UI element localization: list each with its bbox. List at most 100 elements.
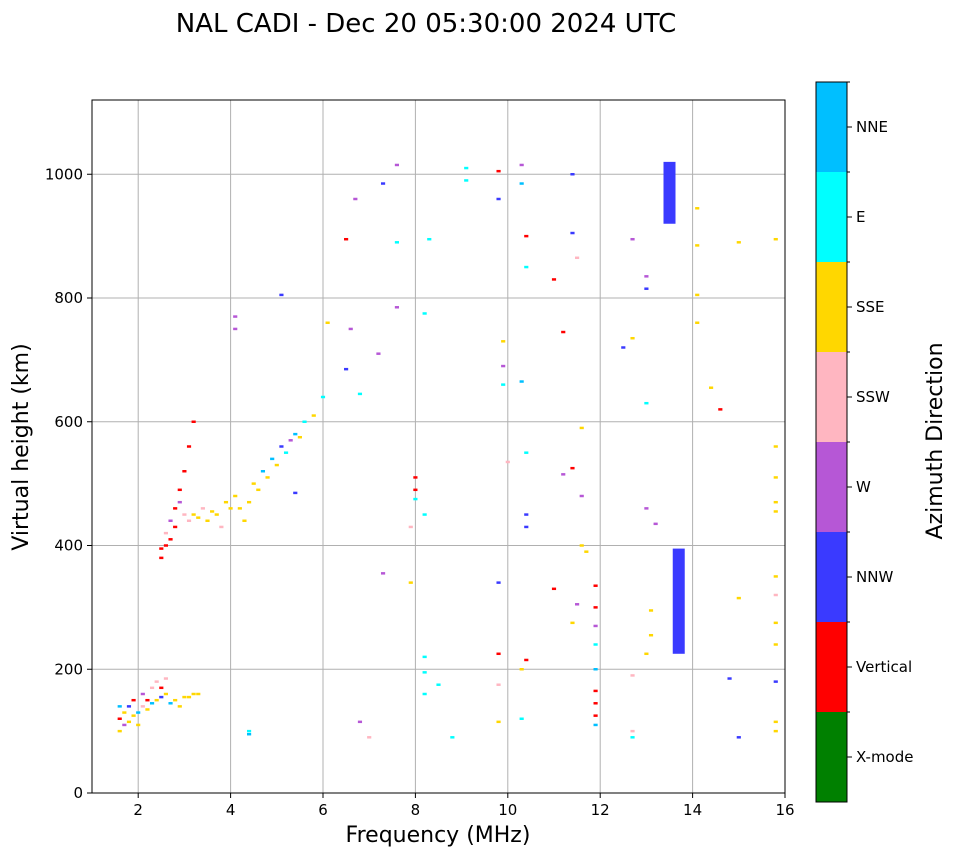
- marks-layer: [117, 161, 778, 739]
- echo-point-mark: [376, 352, 381, 355]
- echo-point-mark: [579, 494, 584, 498]
- echo-point-mark: [186, 445, 192, 448]
- echo-point-mark: [773, 720, 778, 724]
- echo-point-mark: [186, 695, 192, 699]
- echo-point-mark: [237, 507, 242, 510]
- echo-point-mark: [182, 470, 187, 473]
- colorbar-label: X-mode: [856, 748, 913, 766]
- echo-point-mark: [177, 488, 182, 492]
- echo-point-mark: [168, 538, 173, 541]
- echo-point-mark: [173, 507, 178, 510]
- plot-area: [91, 99, 786, 794]
- echo-point-mark: [695, 321, 700, 324]
- echo-point-mark: [496, 169, 501, 173]
- echo-point-mark: [274, 463, 279, 467]
- echo-point-mark: [117, 705, 122, 708]
- echo-point-mark: [736, 736, 741, 739]
- echo-point-mark: [736, 241, 741, 244]
- echo-point-mark: [575, 603, 580, 606]
- colorbar-label: W: [856, 478, 871, 496]
- echo-point-mark: [247, 732, 252, 736]
- echo-point-mark: [394, 163, 399, 167]
- echo-point-mark: [519, 182, 524, 185]
- x-tick-label: 16: [775, 801, 794, 819]
- echo-point-mark: [621, 346, 626, 349]
- echo-point-mark: [196, 516, 201, 519]
- echo-point-mark: [570, 173, 575, 176]
- x-tick-label: 14: [683, 801, 702, 819]
- echo-point-mark: [353, 197, 358, 201]
- echo-point-mark: [695, 207, 700, 210]
- colorbar-label: Vertical: [856, 658, 912, 676]
- echo-point-mark: [773, 643, 778, 646]
- echo-point-mark: [648, 633, 654, 637]
- echo-point-mark: [325, 321, 330, 324]
- echo-point-mark: [159, 556, 164, 560]
- colorbar-label: NNW: [856, 568, 893, 586]
- echo-point-mark: [427, 237, 432, 241]
- echo-point-mark: [524, 513, 529, 516]
- x-axis-label: Frequency (MHz): [346, 823, 531, 848]
- echo-point-mark: [136, 723, 141, 727]
- echo-point-mark: [422, 655, 427, 659]
- echo-point-mark: [145, 698, 150, 702]
- echo-point-mark: [644, 507, 649, 510]
- echo-point-mark: [247, 729, 252, 733]
- echo-point-mark: [293, 432, 298, 436]
- echo-point-mark: [630, 336, 635, 340]
- echo-point-mark: [524, 451, 529, 454]
- colorbar-title: Azimuth Direction: [923, 342, 948, 539]
- colorbar-frame: [815, 81, 848, 803]
- echo-point-mark: [561, 473, 566, 476]
- echo-point-mark: [561, 330, 566, 334]
- echo-point-mark: [773, 593, 778, 597]
- echo-point-mark: [270, 457, 275, 461]
- echo-point-mark: [773, 621, 778, 625]
- echo-point-mark: [464, 179, 469, 182]
- echo-point-mark: [575, 256, 580, 260]
- plot-frame: [91, 99, 786, 794]
- echo-point-mark: [436, 683, 441, 686]
- echo-point-mark: [727, 677, 732, 680]
- x-tick-label: 6: [318, 801, 328, 819]
- echo-point-mark: [709, 386, 714, 389]
- echo-point-mark: [630, 674, 635, 677]
- echo-point-mark: [570, 231, 575, 235]
- echo-point-mark: [579, 426, 584, 430]
- echo-point-mark: [210, 510, 215, 513]
- echo-point-mark: [450, 736, 455, 739]
- echo-point-mark: [380, 572, 386, 575]
- echo-point-mark: [593, 643, 598, 646]
- echo-point-mark: [519, 668, 524, 671]
- colorbar-swatch-x-mode: [816, 712, 847, 802]
- echo-point-mark: [145, 708, 150, 711]
- azimuth-colorbar: X-mode Vertical NNW W SSW SSE E NNE: [815, 81, 913, 803]
- echo-point-mark: [357, 392, 363, 396]
- echo-point-mark: [126, 720, 132, 724]
- echo-point-mark: [501, 340, 506, 343]
- y-tick-label: 600: [54, 413, 83, 431]
- echo-point-mark: [233, 494, 238, 498]
- echo-point-mark: [519, 163, 524, 167]
- echo-point-mark: [357, 720, 363, 724]
- echo-point-mark: [260, 470, 266, 473]
- colorbar-swatch-nne: [816, 82, 847, 172]
- echo-point-mark: [584, 550, 589, 553]
- echo-point-mark: [593, 689, 598, 693]
- echo-point-mark: [163, 544, 168, 547]
- colorbar-label: SSW: [856, 388, 890, 406]
- echo-point-mark: [413, 476, 418, 479]
- y-tick-label: 400: [54, 537, 83, 555]
- echo-point-mark: [228, 507, 233, 510]
- echo-point-mark: [242, 519, 247, 522]
- echo-point-mark: [168, 519, 173, 522]
- echo-point-mark: [593, 702, 598, 705]
- echo-column-mark: [672, 548, 685, 654]
- x-axis-ticks: 2 4 6 8 10 12 14 16: [133, 793, 795, 819]
- echo-point-mark: [422, 692, 427, 696]
- echo-point-mark: [117, 729, 122, 733]
- echo-point-mark: [496, 197, 501, 201]
- echo-point-mark: [149, 702, 155, 705]
- echo-point-mark: [519, 717, 524, 720]
- echo-point-mark: [223, 500, 229, 504]
